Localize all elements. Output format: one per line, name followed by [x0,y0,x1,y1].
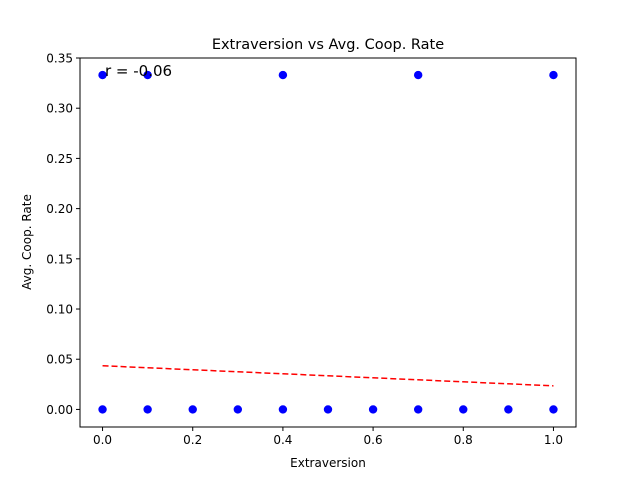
x-tick-label: 0.2 [183,433,202,447]
data-point [368,405,378,414]
x-axis-title: Extraversion [290,456,366,470]
y-tick-label: 0.05 [46,353,73,367]
y-tick-label: 0.35 [46,52,73,66]
y-tick-label: 0.15 [46,252,73,266]
data-point [549,70,558,80]
x-axis: 0.0 0.2 0.4 0.6 0.8 1.0 [93,427,563,447]
y-tick-label: 0.30 [46,102,73,116]
data-point [143,405,152,414]
data-point [98,405,107,414]
trendline-group [102,365,554,387]
plot-area [79,57,577,428]
data-point [278,405,288,414]
data-point [98,70,107,80]
y-axis-title: Avg. Coop. Rate [20,194,34,290]
data-point [413,405,423,414]
trendline [102,365,554,387]
correlation-annotation: r = -0.06 [105,62,172,80]
x-tick-label: 1.0 [544,433,563,447]
data-point [549,405,558,414]
y-axis: 0.00 0.05 0.10 0.15 0.20 0.25 0.30 0.35 [46,52,80,417]
y-tick-label: 0.10 [46,303,73,317]
points-group [98,70,558,414]
data-point [504,405,513,414]
data-point [459,405,468,414]
data-point [143,70,152,80]
data-point [323,405,333,414]
x-tick-label: 0.4 [273,433,292,447]
x-tick-label: 0.8 [454,433,473,447]
data-point [278,70,288,80]
y-tick-label: 0.25 [46,152,73,166]
data-point [233,405,243,414]
x-tick-label: 0.0 [93,433,112,447]
chart-title: Extraversion vs Avg. Coop. Rate [212,37,444,53]
y-tick-label: 0.00 [46,403,73,417]
data-point [413,70,423,80]
x-tick-label: 0.6 [364,433,383,447]
data-point [188,405,197,414]
y-tick-label: 0.20 [46,202,73,216]
